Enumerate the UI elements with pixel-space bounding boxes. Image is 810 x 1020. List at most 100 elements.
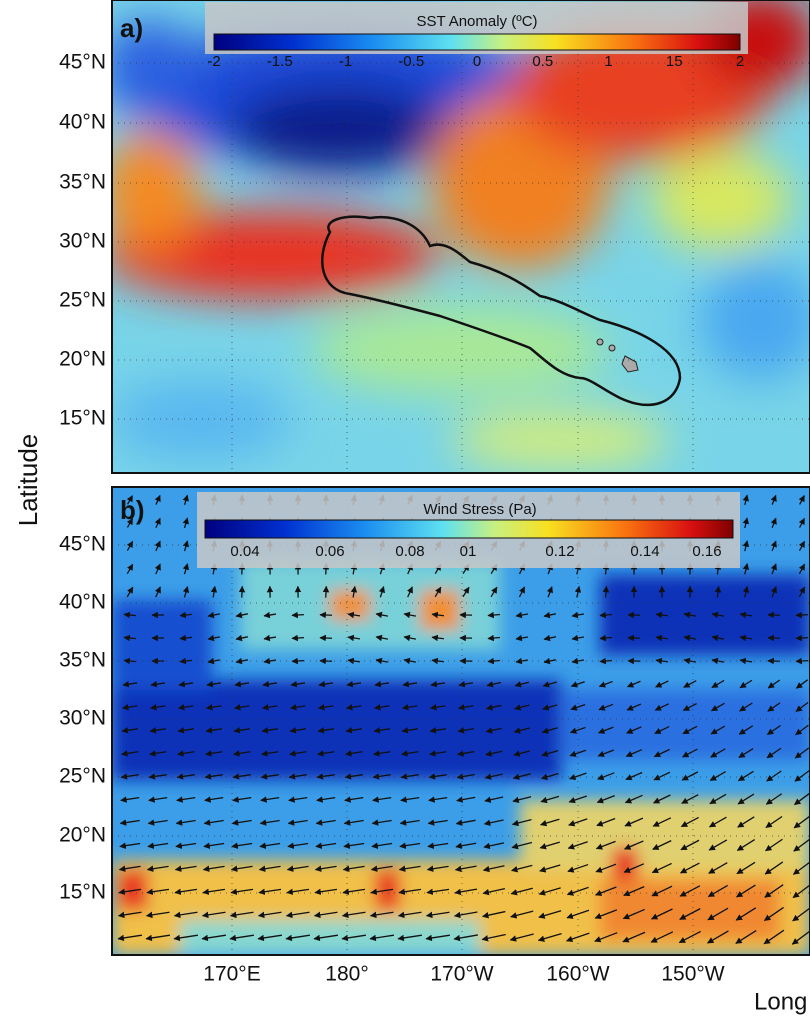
- wind-arrow: [343, 842, 365, 849]
- x-tick-label: 180°: [325, 963, 368, 986]
- wind-arrow: [515, 657, 529, 665]
- wind-arrow: [123, 611, 137, 619]
- wind-arrow: [289, 704, 306, 711]
- wind-arrow: [679, 862, 700, 874]
- wind-arrow: [487, 634, 501, 642]
- colorbar-tick-label: -1.5: [267, 53, 293, 70]
- wind-arrow: [484, 796, 504, 803]
- wind-arrow: [182, 585, 190, 598]
- wind-arrow: [767, 611, 781, 619]
- wind-arrow: [401, 704, 418, 711]
- wind-arrow: [456, 796, 476, 803]
- wind-arrow: [570, 703, 586, 711]
- wind-arrow: [288, 796, 308, 803]
- wind-arrow: [794, 792, 810, 806]
- colorbar-tick-label: 0.12: [545, 543, 574, 560]
- wind-arrow: [434, 586, 442, 598]
- wind-arrow: [650, 908, 673, 920]
- wind-arrow: [342, 888, 366, 896]
- wind-arrow: [235, 611, 249, 619]
- wind-arrow: [678, 930, 701, 944]
- wind-arrow: [287, 842, 309, 849]
- wind-arrow: [742, 540, 750, 552]
- wind-arrow: [569, 749, 587, 757]
- wind-arrow: [653, 771, 671, 781]
- wind-arrow: [403, 657, 417, 665]
- wind-arrow: [537, 932, 562, 942]
- wind-arrow: [258, 865, 281, 872]
- x-tick-label: 150°W: [661, 963, 724, 986]
- wind-arrow: [594, 932, 618, 943]
- wind-arrow: [370, 865, 393, 872]
- wind-arrow: [455, 819, 476, 826]
- wind-arrow: [624, 794, 643, 804]
- wind-arrow: [485, 727, 502, 734]
- wind-arrow: [655, 680, 669, 688]
- wind-arrow: [176, 773, 195, 780]
- wind-arrow: [425, 911, 450, 919]
- wind-arrow: [259, 819, 280, 826]
- wind-arrow: [514, 681, 529, 688]
- wind-arrow: [427, 842, 449, 849]
- wind-arrow: [182, 517, 189, 529]
- wind-arrow: [149, 727, 166, 734]
- wind-arrow: [399, 819, 420, 826]
- wind-arrow: [121, 750, 139, 757]
- wind-arrow: [314, 888, 338, 896]
- wind-arrow: [205, 750, 223, 757]
- wind-arrow: [711, 611, 725, 619]
- wind-arrow: [369, 911, 394, 919]
- wind-arrow: [793, 838, 810, 852]
- wind-arrow: [123, 634, 137, 642]
- wind-arrow: [681, 771, 699, 781]
- wind-arrow: [509, 933, 534, 942]
- y-axis-label: Latitude: [13, 434, 43, 527]
- x-axis-label: Long: [754, 988, 807, 1015]
- wind-arrow: [623, 863, 645, 873]
- wind-arrow: [261, 750, 279, 757]
- wind-arrow: [205, 704, 222, 711]
- wind-arrow: [625, 771, 643, 781]
- colorbar-tick-label: 1: [604, 53, 612, 70]
- wind-arrow: [707, 907, 729, 921]
- wind-vectors: [117, 494, 810, 945]
- wind-arrow: [178, 680, 194, 688]
- region-outline-a: [321, 215, 682, 407]
- wind-arrow: [343, 819, 364, 826]
- wind-arrow: [347, 634, 361, 642]
- wind-arrow: [370, 888, 394, 896]
- wind-arrow: [655, 634, 669, 642]
- wind-arrow: [263, 634, 277, 642]
- wind-arrow: [286, 865, 309, 872]
- wind-arrow: [568, 818, 588, 827]
- wind-arrow: [346, 680, 362, 688]
- x-tick-label: 170°W: [430, 963, 493, 986]
- wind-arrow: [150, 680, 166, 688]
- wind-arrow: [767, 679, 781, 689]
- colorbar-tick-label: 0.04: [230, 543, 259, 560]
- wind-arrow: [290, 680, 306, 688]
- wind-arrow: [232, 773, 251, 780]
- wind-arrow: [182, 540, 189, 552]
- wind-arrow: [371, 819, 392, 826]
- wind-arrow: [457, 750, 475, 757]
- wind-arrow: [398, 865, 421, 872]
- wind-arrow: [315, 842, 337, 849]
- wind-arrow: [154, 563, 161, 575]
- wind-arrow: [515, 634, 529, 642]
- wind-arrow: [742, 494, 749, 506]
- wind-arrow: [148, 796, 168, 803]
- wind-arrow: [766, 770, 782, 782]
- wind-arrow: [595, 863, 617, 873]
- wind-arrow: [742, 563, 750, 575]
- wind-arrow: [263, 657, 277, 665]
- wind-arrow: [458, 681, 474, 688]
- colorbar-tick-label: 15: [666, 53, 683, 70]
- wind-arrow: [177, 704, 194, 711]
- wind-arrow: [742, 585, 750, 598]
- wind-arrow: [232, 796, 252, 803]
- wind-arrow: [599, 611, 613, 619]
- wind-arrow: [596, 795, 615, 804]
- wind-arrow: [765, 793, 783, 805]
